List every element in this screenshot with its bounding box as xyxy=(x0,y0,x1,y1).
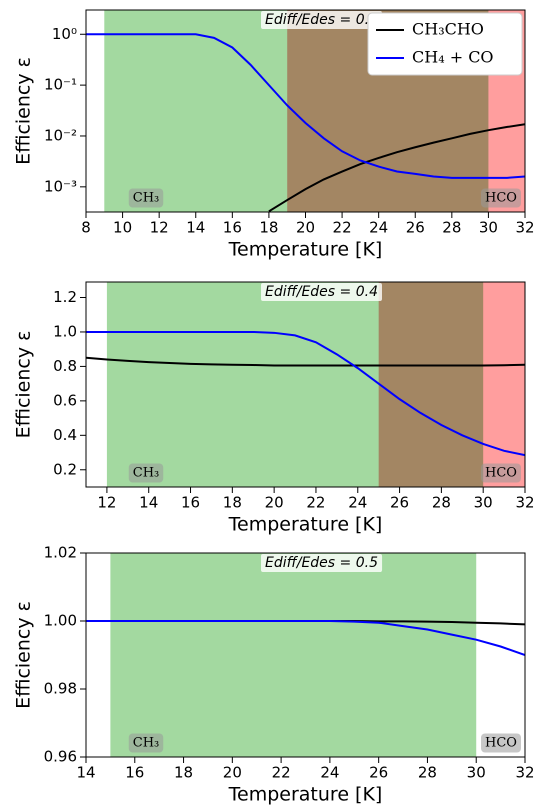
region-label-box xyxy=(128,188,164,208)
legend-label: CH₃CHO xyxy=(412,20,484,39)
y-tick-label: 0.2 xyxy=(53,460,77,478)
series-line xyxy=(86,330,525,457)
x-tick-label: 32 xyxy=(515,494,534,512)
plot-frame xyxy=(85,281,526,488)
x-tick-label: 24 xyxy=(348,494,367,512)
annotation: Ediff/Edes = 0.4 xyxy=(265,284,378,300)
y-tick-label: 0.8 xyxy=(53,357,77,375)
series-line xyxy=(268,123,525,212)
x-tick-label: 26 xyxy=(390,494,409,512)
y-tick-label: 10⁻¹ xyxy=(44,76,77,94)
series-line xyxy=(86,356,525,367)
x-tick-label: 12 xyxy=(150,219,169,237)
x-tick-label: 16 xyxy=(125,764,144,782)
y-tick-label: 1.0 xyxy=(53,322,77,340)
x-tick-label: 22 xyxy=(272,764,291,782)
x-tick-label: 8 xyxy=(81,219,91,237)
y-tick-label: 0.96 xyxy=(44,748,77,766)
annotation: Ediff/Edes = 0.3 xyxy=(265,12,378,28)
region-label: HCO xyxy=(485,466,517,481)
plot-frame xyxy=(85,552,526,758)
region-label: CH₃ xyxy=(133,466,160,481)
panel: 8 10 12 14 16 18 20 22 24 26 28 30 32 10⁻³ 10⁻² 10⁻¹ 10⁰… xyxy=(13,9,535,261)
legend: CH₃CHO CH₄ + CO xyxy=(367,12,523,76)
x-tick-label: 22 xyxy=(306,494,325,512)
x-tick-label: 18 xyxy=(259,219,278,237)
annotation-box xyxy=(261,554,383,572)
y-axis-label: Efficiency ε xyxy=(13,601,35,709)
legend-label: CH₄ + CO xyxy=(412,48,494,67)
x-tick-label: 20 xyxy=(296,219,315,237)
x-tick-label: 20 xyxy=(265,494,284,512)
annotation: Ediff/Edes = 0.5 xyxy=(265,555,378,571)
x-tick-label: 30 xyxy=(467,764,486,782)
x-tick-label: 18 xyxy=(223,494,242,512)
region-label-box xyxy=(128,733,164,753)
y-tick-label: 10⁻³ xyxy=(44,177,77,195)
y-tick-label: 10⁰ xyxy=(52,25,77,43)
series-line xyxy=(86,33,525,179)
region-label-box xyxy=(481,463,521,483)
x-tick-label: 10 xyxy=(113,219,132,237)
x-tick-label: 28 xyxy=(442,219,461,237)
x-tick-label: 22 xyxy=(333,219,352,237)
y-axis-label: Efficiency ε xyxy=(13,57,35,165)
y-tick-label: 0.6 xyxy=(53,391,77,409)
panel: 14 16 18 20 22 24 26 28 30 32 0.96 0.98 1.00 1.02 Temp… xyxy=(13,544,535,806)
y-tick-label: 0.98 xyxy=(44,680,77,698)
x-tick-label: 26 xyxy=(406,219,425,237)
x-tick-label: 30 xyxy=(474,494,493,512)
region-label: CH₃ xyxy=(133,191,160,206)
region-label: CH₃ xyxy=(133,736,160,751)
x-tick-label: 30 xyxy=(479,219,498,237)
annotation-box xyxy=(261,283,382,301)
region-label-box xyxy=(481,188,521,208)
region-label: HCO xyxy=(485,736,517,751)
x-axis-label: Temperature [K] xyxy=(228,784,383,806)
y-tick-label: 1.00 xyxy=(44,612,77,630)
x-tick-label: 12 xyxy=(97,494,116,512)
region-label-box xyxy=(481,733,521,753)
y-tick-label: 1.2 xyxy=(53,288,77,306)
x-tick-label: 28 xyxy=(432,494,451,512)
x-tick-label: 28 xyxy=(418,764,437,782)
x-tick-label: 32 xyxy=(515,219,534,237)
x-tick-label: 14 xyxy=(139,494,158,512)
x-tick-label: 16 xyxy=(223,219,242,237)
x-tick-label: 14 xyxy=(186,219,205,237)
shaded-region xyxy=(110,553,477,757)
x-tick-label: 16 xyxy=(181,494,200,512)
y-tick-label: 0.4 xyxy=(53,426,77,444)
x-tick-label: 24 xyxy=(369,219,388,237)
y-tick-label: 1.02 xyxy=(44,544,77,562)
y-tick-label: 10⁻² xyxy=(44,126,77,144)
shaded-region xyxy=(378,282,525,487)
x-tick-label: 24 xyxy=(320,764,339,782)
region-label: HCO xyxy=(485,191,517,206)
legend-box xyxy=(367,12,523,76)
annotation-box xyxy=(261,11,382,29)
region-label-box xyxy=(128,463,164,483)
x-tick-label: 14 xyxy=(76,764,95,782)
plot-area xyxy=(86,282,525,487)
x-tick-label: 18 xyxy=(174,764,193,782)
x-tick-label: 26 xyxy=(369,764,388,782)
x-tick-label: 20 xyxy=(223,764,242,782)
x-tick-label: 32 xyxy=(515,764,534,782)
x-axis-label: Temperature [K] xyxy=(228,514,383,536)
series-line xyxy=(86,620,525,656)
y-axis-label: Efficiency ε xyxy=(13,331,35,439)
panel: 12 14 16 18 20 22 24 26 28 30 32 0.2 0.4 0.6 0.8 1.0 1.2… xyxy=(13,281,535,536)
x-axis-label: Temperature [K] xyxy=(228,239,383,261)
plot-area xyxy=(86,553,525,757)
